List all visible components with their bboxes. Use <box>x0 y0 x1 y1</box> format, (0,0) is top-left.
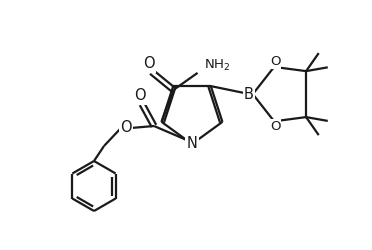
Text: O: O <box>134 88 146 104</box>
Text: B: B <box>244 86 254 102</box>
Text: O: O <box>270 120 280 133</box>
Text: NH$_2$: NH$_2$ <box>203 58 230 74</box>
Text: O: O <box>143 56 154 72</box>
Text: O: O <box>120 120 132 136</box>
Text: N: N <box>187 136 198 152</box>
Text: O: O <box>270 56 280 68</box>
